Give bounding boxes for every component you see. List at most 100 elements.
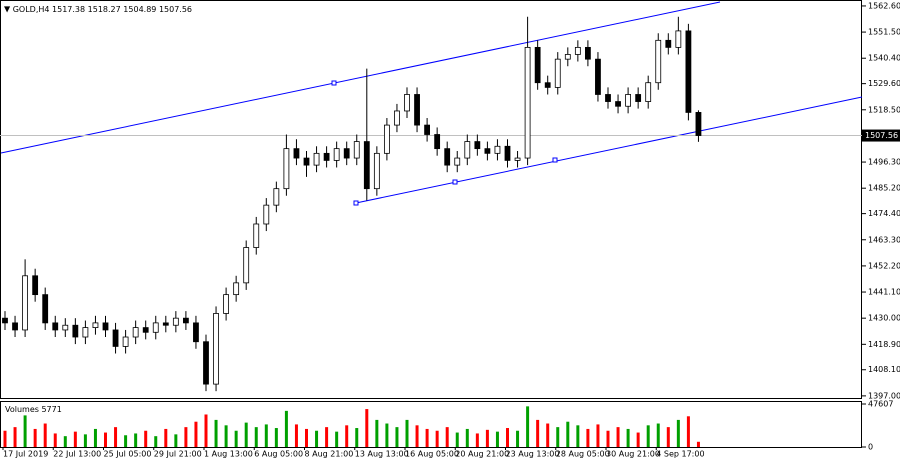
candle-body — [685, 30, 692, 113]
candle-body — [172, 317, 179, 326]
candle-body — [655, 39, 662, 84]
candle-body — [625, 94, 631, 107]
volume-name: Volumes — [5, 405, 39, 414]
candle-body — [323, 152, 330, 161]
candle-body — [585, 46, 591, 60]
price-panel — [0, 0, 862, 399]
candle-body — [52, 322, 59, 331]
y-tick-label: 1485.20 — [868, 184, 900, 193]
y-tick-label: 1397.00 — [868, 391, 900, 400]
candle-body — [243, 247, 250, 284]
x-tick-label: 8 Aug 21:00 — [305, 450, 354, 459]
channel — [0, 1, 863, 206]
candle-body — [474, 141, 481, 150]
x-tick-label: 28 Aug 05:00 — [556, 450, 610, 459]
candle-body — [394, 110, 400, 126]
candle-body — [645, 82, 652, 102]
anchor — [452, 179, 458, 185]
y-tick-label: 1452.20 — [868, 261, 900, 270]
x-tick-label: 23 Aug 13:00 — [506, 450, 560, 459]
last-close: 1507.56 — [159, 5, 192, 14]
candle-body — [42, 294, 49, 324]
candle-body — [142, 327, 149, 333]
header: ▼ GOLD,H4 1517.38 1518.27 1504.89 1507.5… — [4, 5, 192, 14]
anchor — [552, 157, 558, 163]
candle-body — [484, 148, 491, 154]
candle-body — [22, 275, 29, 331]
last-high: 1518.27 — [88, 5, 121, 14]
last-open: 1517.38 — [52, 5, 85, 14]
y-tick-label: 1430.00 — [868, 314, 900, 323]
candle-body — [564, 54, 571, 60]
candle-body — [283, 148, 290, 190]
x-tick-label: 20 Aug 21:00 — [455, 450, 509, 459]
candle-body — [383, 124, 390, 154]
y-tick-label: 1474.40 — [868, 209, 900, 218]
candle-body — [605, 94, 611, 102]
candle-body — [363, 141, 370, 190]
candle-body — [554, 58, 561, 88]
x-tick-label: 22 Jul 13:00 — [53, 450, 101, 459]
candle-body — [343, 148, 350, 159]
candle-body — [72, 324, 79, 338]
candle-body — [454, 157, 461, 166]
last-low: 1504.89 — [123, 5, 156, 14]
candle-body — [253, 223, 260, 248]
candle-body — [595, 58, 601, 95]
candle-body — [193, 322, 199, 343]
candle-body — [122, 336, 129, 347]
candle-body — [514, 157, 521, 161]
candle-body — [152, 322, 159, 333]
volume-last: 5771 — [41, 405, 61, 414]
channel-upper — [0, 1, 721, 154]
candle-body — [12, 322, 18, 331]
candle-body — [263, 204, 270, 225]
candle-body — [303, 157, 310, 166]
y-tick-label: 1441.10 — [868, 288, 900, 297]
candle-body — [665, 39, 672, 48]
last-price-box — [862, 129, 900, 142]
candle-body — [223, 294, 230, 314]
candle-body — [32, 275, 39, 296]
candle-body — [233, 282, 240, 296]
y-tick-label: 1418.90 — [868, 340, 900, 349]
last-price-label: 1507.56 — [865, 131, 898, 140]
candle-body — [414, 94, 420, 126]
candle-body — [313, 152, 320, 166]
x-tick-label: 16 Aug 05:00 — [405, 450, 459, 459]
y-tick-label: 1408.10 — [868, 365, 900, 374]
x-tick-label: 17 Jul 2019 — [3, 450, 48, 459]
candle-body — [62, 324, 69, 331]
anchor — [331, 80, 337, 86]
volume-header: Volumes 5771 — [5, 405, 62, 414]
y-tick-label: 1529.60 — [868, 79, 900, 88]
candle-body — [102, 322, 109, 331]
candle-body — [534, 46, 541, 84]
candle-body — [434, 134, 441, 150]
candle-body — [404, 94, 410, 112]
candle-body — [615, 101, 621, 107]
candle-body — [635, 94, 642, 102]
volume-tick-label: 47607 — [868, 400, 893, 409]
candle-body — [373, 152, 380, 190]
symbol: GOLD,H4 — [13, 5, 50, 14]
x-tick-label: 4 Sep 17:00 — [656, 450, 704, 459]
y-tick-label: 1562.60 — [868, 1, 900, 10]
candle-body — [213, 313, 219, 385]
candle-body — [424, 124, 431, 135]
channel-lower — [355, 96, 863, 204]
candle-body — [182, 317, 189, 324]
x-tick-label: 30 Aug 21:00 — [606, 450, 660, 459]
candle-body — [544, 82, 551, 88]
candle-body — [82, 327, 89, 338]
y-tick-label: 1496.30 — [868, 158, 900, 167]
candle-body — [2, 317, 8, 324]
candle-body — [524, 46, 531, 159]
anchor — [353, 200, 359, 206]
y-tick-label: 1540.40 — [868, 54, 900, 63]
candle-body — [444, 148, 451, 166]
candle-body — [333, 148, 340, 161]
candle-body — [675, 30, 682, 48]
y-tick-label: 1551.50 — [868, 28, 900, 37]
